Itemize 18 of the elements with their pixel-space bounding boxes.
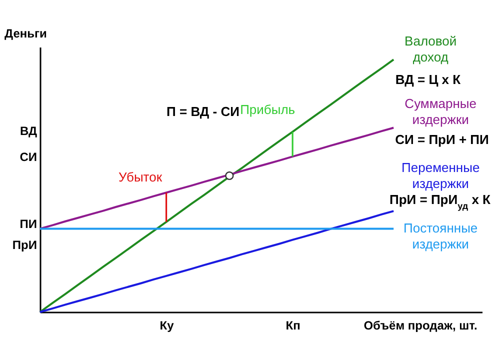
annotation: Убыток bbox=[118, 170, 162, 185]
series-label: Суммарные издержки bbox=[404, 96, 477, 127]
text: ВД bbox=[20, 124, 38, 138]
text: ПрИ bbox=[12, 238, 37, 252]
x-tick-label: Кп bbox=[286, 318, 300, 332]
annotation: П = ВД - СИ bbox=[166, 104, 240, 119]
x-tick-label: Ку bbox=[160, 318, 174, 332]
text: ПИ bbox=[20, 217, 37, 231]
y-axis-title: Деньги bbox=[4, 26, 47, 40]
annotation: ВД = Ц х К bbox=[395, 72, 461, 87]
series-label: Постоянные издержки bbox=[404, 220, 478, 252]
series-label: Валовой доход bbox=[404, 34, 457, 65]
annotation: ПрИ = ПрИ$_{уд}$ х К bbox=[390, 192, 491, 211]
annotation: СИ = ПрИ + ПИ bbox=[395, 132, 489, 147]
series-label: Переменные издержки bbox=[402, 160, 480, 192]
x-axis-title: Объём продаж, шт. bbox=[364, 318, 478, 332]
annotation: Прибыль bbox=[240, 102, 296, 117]
text: СИ bbox=[20, 150, 37, 164]
